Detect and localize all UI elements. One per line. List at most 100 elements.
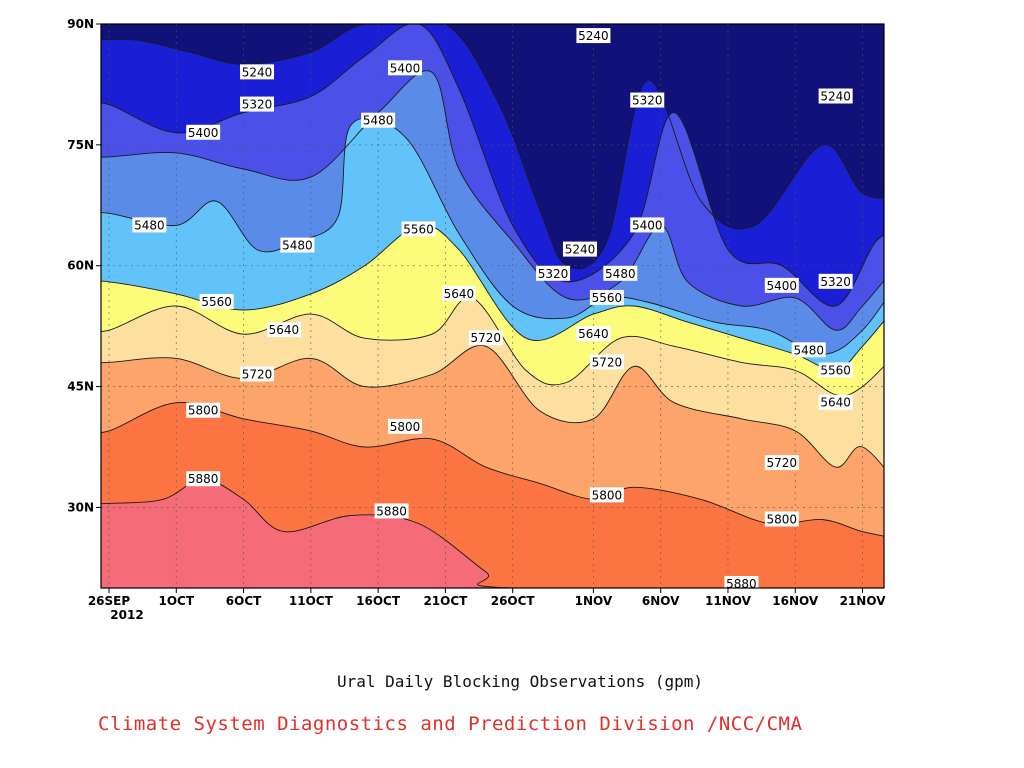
x-year-label: 2012 — [110, 608, 143, 622]
contour-label-box — [576, 326, 611, 342]
contour-label-box — [536, 265, 571, 281]
contour-label-box — [576, 28, 611, 44]
contour-label-box — [589, 487, 624, 503]
x-tick-label: 1OCT — [159, 594, 195, 608]
contour-label: 5480 — [134, 218, 165, 232]
contour-label: 5720 — [767, 456, 798, 470]
contour-label: 5640 — [578, 327, 609, 341]
contour-line-5880 — [101, 478, 884, 588]
contour-labels: 5240 5320 5400 5480 5560 5640 5720 5800 5880 5480… — [132, 28, 853, 591]
contour-label-box — [630, 92, 665, 108]
contour-label-box — [589, 289, 624, 305]
contour-label-box — [441, 285, 476, 301]
contour-label-box — [401, 221, 436, 237]
y-tick-label: 30N — [67, 500, 94, 514]
plot-frame — [100, 23, 885, 589]
contour-label-box — [764, 277, 799, 293]
x-tick-label: 16NOV — [772, 594, 819, 608]
contour-label: 5240 — [578, 29, 609, 43]
axes: 26SEP 1OCT 6OCT 11OCT 16OCT 21OCT 26OCT 1NOV 6NO… — [67, 17, 886, 608]
contour-label: 5480 — [363, 114, 394, 128]
contour-label-box — [186, 124, 221, 140]
contour-label: 5480 — [605, 267, 636, 281]
contour-label-box — [791, 342, 826, 358]
contour-label-box — [764, 455, 799, 471]
x-tick-label: 16OCT — [356, 594, 401, 608]
contour-label: 5720 — [592, 355, 623, 369]
x-tick-label: 11OCT — [289, 594, 334, 608]
contour-label: 5240 — [565, 243, 596, 257]
contour-label-box — [818, 273, 853, 289]
contour-label-box — [818, 362, 853, 378]
contour-label: 5800 — [188, 404, 219, 418]
contour-label: 5800 — [592, 488, 623, 502]
contour-label: 5720 — [470, 331, 501, 345]
contour-label: 5560 — [403, 222, 434, 236]
contour-label: 5320 — [538, 267, 569, 281]
contour-label: 5800 — [767, 513, 798, 527]
y-tick-label: 75N — [67, 138, 94, 152]
contour-line-5640 — [101, 296, 884, 397]
contour-label-box — [764, 511, 799, 527]
contour-label-box — [589, 354, 624, 370]
contour-label: 5880 — [376, 504, 407, 518]
x-tick-label: 26OCT — [491, 594, 536, 608]
contour-label: 5400 — [767, 279, 798, 293]
contour-line-5240 — [101, 24, 884, 270]
contour-label: 5480 — [282, 239, 313, 253]
contour-label: 5720 — [242, 367, 273, 381]
x-tick-label: 6NOV — [642, 594, 680, 608]
contour-label: 5640 — [444, 287, 475, 301]
y-tick-label: 45N — [67, 380, 94, 394]
contour-label-box — [361, 112, 396, 128]
contour-label-box — [240, 64, 275, 80]
contour-label-box — [186, 471, 221, 487]
contour-label-box — [199, 293, 234, 309]
x-tick-label: 11NOV — [705, 594, 752, 608]
contour-label-box — [374, 503, 409, 519]
contour-label: 5240 — [242, 65, 273, 79]
chart-subtitle: Ural Daily Blocking Observations (gpm) — [336, 672, 704, 691]
contour-label: 5880 — [188, 472, 219, 486]
contour-label: 5560 — [201, 295, 232, 309]
y-tick-label: 60N — [67, 259, 94, 273]
contour-label: 5640 — [269, 323, 300, 337]
contour-label-box — [630, 217, 665, 233]
x-tick-label: 26SEP — [88, 594, 131, 608]
contour-label: 5400 — [632, 218, 663, 232]
x-tick-label: 6OCT — [226, 594, 262, 608]
contour-label: 5320 — [632, 94, 663, 108]
contour-label-box — [132, 217, 167, 233]
x-tick-label: 21OCT — [423, 594, 468, 608]
contour-line-5720 — [101, 344, 884, 469]
contour-label: 5800 — [390, 420, 421, 434]
band-fill-5880 — [101, 479, 513, 588]
x-tick-label: 21NOV — [840, 594, 887, 608]
contour-fill-bands — [101, 24, 884, 588]
contour-label-box — [818, 394, 853, 410]
y-tick-label: 90N — [67, 17, 94, 31]
contour-label-box — [562, 241, 597, 257]
contour-label-box — [818, 88, 853, 104]
contour-label: 5480 — [793, 343, 824, 357]
contour-label: 5560 — [820, 363, 851, 377]
contour-label-box — [603, 265, 638, 281]
contour-label: 5400 — [390, 61, 421, 75]
contour-label: 5400 — [188, 126, 219, 140]
credit-line: Climate System Diagnostics and Predictio… — [98, 713, 803, 735]
contour-label-box — [388, 418, 423, 434]
contour-label-box — [240, 96, 275, 112]
contour-label-box — [468, 330, 503, 346]
contour-label: 5320 — [242, 98, 273, 112]
contour-label: 5880 — [726, 577, 757, 591]
x-tick-label: 1NOV — [575, 594, 613, 608]
contour-label-box — [266, 322, 301, 338]
contour-label: 5240 — [820, 90, 851, 104]
contour-label-box — [240, 366, 275, 382]
contour-label: 5560 — [592, 291, 623, 305]
contour-label-box — [280, 237, 315, 253]
contour-label-box — [724, 575, 759, 591]
contour-label-box — [388, 60, 423, 76]
contour-label: 5320 — [820, 275, 851, 289]
